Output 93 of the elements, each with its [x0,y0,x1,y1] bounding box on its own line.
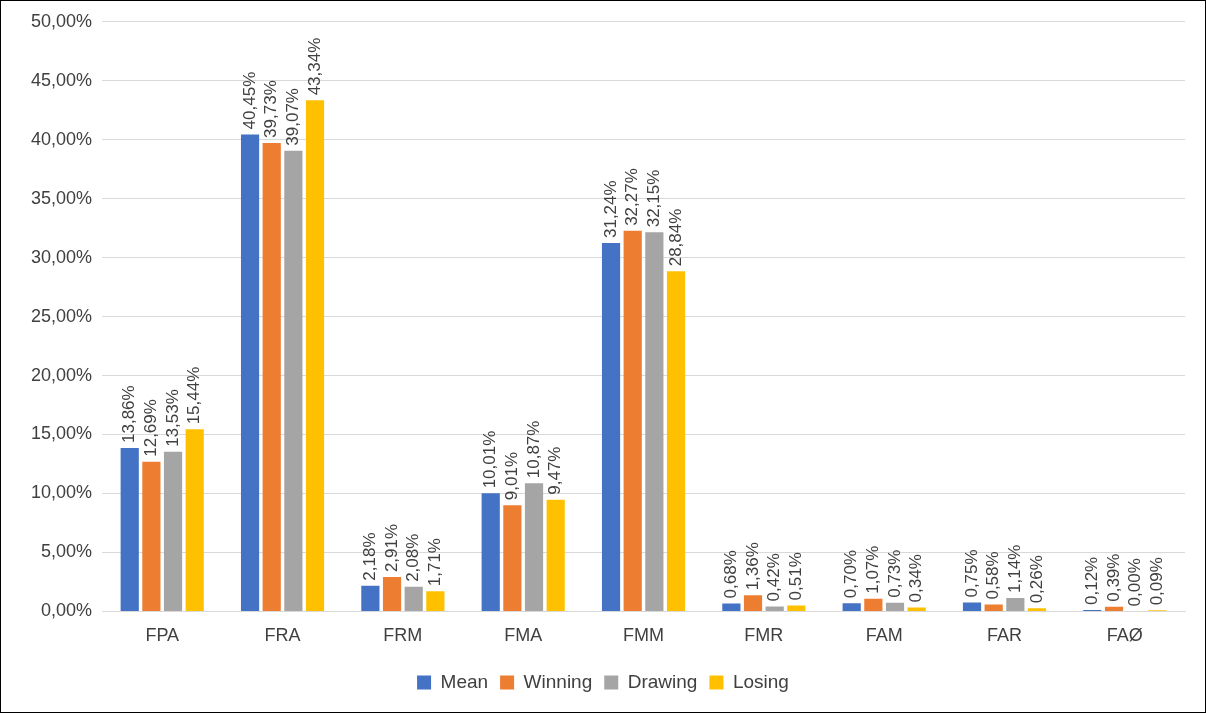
bar [864,598,883,611]
bar [1006,597,1025,611]
bar [142,461,161,611]
bar [743,595,763,611]
bar [185,429,204,611]
data-label: 0,09% [1147,557,1167,606]
data-label: 9,01% [502,451,522,501]
data-label: 1,14% [1005,544,1025,593]
x-tick-label: FMR [744,625,784,646]
y-tick-label: 25,00% [30,305,93,326]
y-tick-label: 40,00% [30,128,93,149]
y-tick-label: 5,00% [41,541,93,562]
bar [645,232,664,611]
data-label: 0,26% [1026,555,1046,604]
bar [503,505,522,611]
data-label: 43,34% [304,37,324,96]
data-label: 10,01% [480,430,500,489]
data-label: 13,86% [119,385,139,443]
bar [601,243,621,611]
data-label: 39,07% [283,88,303,146]
data-label: 9,47% [545,446,565,495]
data-label: 32,15% [644,169,664,228]
data-label: 28,84% [665,208,685,267]
data-label: 1,71% [425,538,445,587]
x-tick-label: FPA [145,625,180,646]
y-tick-label: 15,00% [30,423,93,444]
bar [842,603,861,611]
x-tick-label: FRM [383,625,423,646]
data-label: 1,36% [742,542,762,591]
data-label: 0,42% [764,553,784,602]
y-tick-label: 30,00% [30,246,93,267]
bar [666,271,686,611]
x-tick-label: FAR [987,625,1023,646]
x-tick-label: FAM [865,625,903,646]
bar [481,493,500,611]
bar [524,483,544,611]
bar [120,447,139,611]
data-label: 0,34% [906,554,926,603]
bar [163,451,183,611]
legend-label: Losing [732,670,789,692]
x-tick-label: FMA [504,625,543,646]
data-label: 0,70% [841,549,861,599]
data-label: 0,75% [961,549,981,598]
y-tick-label: 0,00% [41,600,93,621]
x-tick-label: FAØ [1106,625,1143,646]
bar [787,605,806,611]
bar [984,604,1003,611]
bar [305,100,325,611]
data-label: 2,91% [381,523,401,573]
data-label: 13,53% [162,389,182,447]
data-label: 0,51% [786,552,806,601]
y-tick-label: 20,00% [30,364,93,385]
bar [962,602,982,611]
bar [546,499,565,611]
data-label: 1,07% [863,545,883,594]
data-label: 2,18% [360,532,380,581]
bar [382,577,402,611]
bar [404,586,423,611]
bar [361,585,380,611]
data-label: 0,58% [983,551,1003,600]
bar [426,591,445,611]
bar [907,607,926,611]
bar [722,603,741,611]
data-label: 0,68% [721,550,741,599]
bar [623,230,642,611]
legend-label: Mean [440,670,489,692]
bar [1104,606,1124,611]
data-label: 32,27% [622,168,642,226]
x-tick-label: FMM [623,625,665,646]
data-label: 0,12% [1082,556,1102,605]
x-tick-label: FRA [264,625,301,646]
y-tick-label: 45,00% [30,69,93,90]
bar [240,134,260,611]
data-label: 12,69% [141,399,161,457]
data-label: 39,73% [261,80,281,138]
legend-label: Drawing [627,670,698,692]
legend-label: Winning [523,670,593,692]
bar [284,150,303,611]
bar [262,142,281,611]
data-label: 2,08% [403,533,423,582]
bar [1027,608,1047,611]
y-tick-label: 35,00% [30,187,93,208]
data-label: 0,00% [1125,558,1145,607]
data-label: 40,45% [239,71,259,130]
data-label: 10,87% [523,420,543,479]
bar [885,602,905,611]
data-label: 31,24% [600,180,620,239]
data-label: 15,44% [184,366,204,425]
bar [765,606,784,611]
data-label: 0,39% [1103,553,1123,602]
y-tick-label: 10,00% [30,482,93,503]
y-tick-label: 50,00% [30,10,93,31]
data-label: 0,73% [884,549,904,598]
